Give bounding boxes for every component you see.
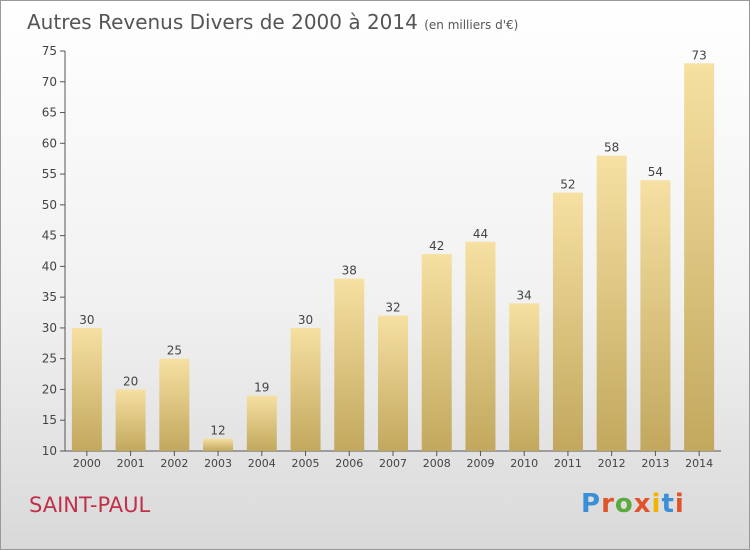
x-tick-label: 2008: [423, 457, 451, 470]
bar: [334, 278, 365, 451]
bar: [640, 180, 671, 451]
x-tick-label: 2012: [598, 457, 626, 470]
y-tick-label: 70: [42, 75, 57, 89]
y-tick-label: 30: [42, 321, 57, 335]
x-tick-label: 2004: [248, 457, 276, 470]
logo-letter: P: [581, 489, 602, 519]
bar: [465, 241, 496, 451]
bar-value-label: 44: [473, 227, 488, 241]
proxiti-logo: Proxiti: [581, 489, 685, 519]
logo-letter: i: [651, 489, 662, 519]
x-tick-label: 2014: [685, 457, 713, 470]
bar: [246, 395, 277, 451]
bar: [421, 254, 452, 451]
bar-value-label: 32: [385, 301, 400, 315]
x-tick-label: 2003: [204, 457, 232, 470]
x-tick-label: 2005: [292, 457, 320, 470]
chart-axes: 10 15 20 25 30 35 40 45 50 55 60 65 70 75: [42, 44, 721, 458]
y-tick-label: 10: [42, 444, 57, 458]
bar-value-label: 25: [167, 344, 182, 358]
logo-letter: r: [601, 489, 615, 519]
bar: [378, 315, 408, 451]
y-tick-label: 25: [42, 352, 57, 366]
bar-value-label: 20: [123, 374, 138, 388]
chart-title-text: Autres Revenus Divers de 2000 à 2014: [27, 10, 418, 34]
y-tick-label: 65: [42, 106, 57, 120]
bar: [596, 155, 627, 451]
bar-value-label: 52: [560, 178, 575, 192]
logo-letter: t: [661, 489, 675, 519]
bar-value-label: 54: [648, 165, 663, 179]
bar: [509, 303, 540, 451]
city-name: SAINT-PAUL: [29, 493, 151, 517]
x-tick-label: 2002: [160, 457, 188, 470]
logo-letter: o: [614, 489, 634, 519]
bar: [290, 327, 321, 451]
x-tick-label: 2010: [510, 457, 538, 470]
y-tick-label: 60: [42, 136, 57, 150]
bar-value-label: 19: [254, 381, 269, 395]
bar: [203, 438, 234, 451]
x-tick-label: 2007: [379, 457, 407, 470]
bar-value-label: 30: [79, 313, 94, 327]
bar-value-label: 12: [210, 424, 225, 438]
x-tick-label: 2013: [641, 457, 669, 470]
bar-value-label: 42: [429, 239, 444, 253]
x-tick-label: 2000: [73, 457, 101, 470]
y-tick-label: 45: [42, 229, 57, 243]
x-tick-label: 2011: [554, 457, 582, 470]
y-tick-label: 55: [42, 167, 57, 181]
chart-subtitle: (en milliers d'€): [424, 18, 519, 32]
y-tick-label: 15: [42, 413, 57, 427]
y-tick-label: 50: [42, 198, 57, 212]
chart-title: Autres Revenus Divers de 2000 à 2014 (en…: [27, 10, 518, 34]
bar: [684, 63, 715, 452]
x-tick-label: 2001: [117, 457, 145, 470]
bar: [115, 389, 146, 451]
logo-letter: i: [674, 489, 685, 519]
chart-labels: 30 2000 20 2001 25 2002 12 2003 19 2004 30 2005 38 20…: [73, 48, 713, 470]
x-tick-label: 2006: [335, 457, 363, 470]
bar: [159, 358, 190, 451]
chart-bars: [71, 63, 715, 452]
logo-letter: x: [633, 489, 652, 519]
y-tick-label: 35: [42, 290, 57, 304]
y-tick-label: 75: [42, 44, 57, 58]
bar-value-label: 34: [517, 288, 532, 302]
bar-value-label: 58: [604, 141, 619, 155]
bar: [71, 327, 102, 451]
bar-value-label: 38: [342, 264, 357, 278]
y-tick-label: 40: [42, 259, 57, 273]
y-tick-label: 20: [42, 382, 57, 396]
bar: [552, 192, 583, 452]
bar-value-label: 73: [691, 48, 706, 62]
x-tick-label: 2009: [466, 457, 494, 470]
bar-value-label: 30: [298, 313, 313, 327]
